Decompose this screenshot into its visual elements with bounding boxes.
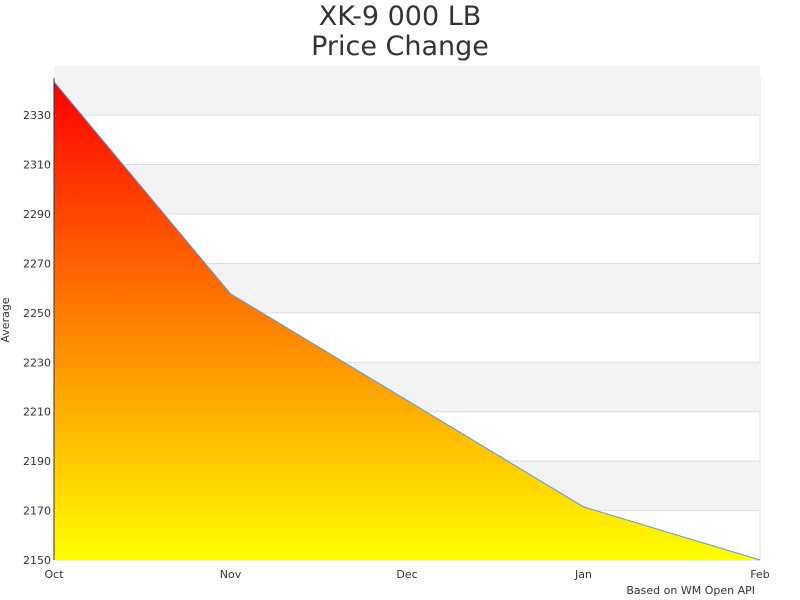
y-tick-label: 2170: [23, 505, 51, 518]
y-tick-label: 2270: [23, 257, 51, 270]
x-tick-label: Jan: [574, 568, 592, 581]
y-tick-label: 2150: [23, 554, 51, 567]
grid-band: [54, 164, 760, 214]
series-line: [53, 81, 761, 561]
x-tick-label: Nov: [220, 568, 242, 581]
x-tick-label: Oct: [44, 568, 64, 581]
y-tick-label: 2290: [23, 208, 51, 221]
y-tick-label: 2190: [23, 455, 51, 468]
y-tick-label: 2210: [23, 406, 51, 419]
credit-text: Based on WM Open API: [626, 584, 755, 597]
chart-title: XK-9 000 LB: [318, 1, 482, 32]
grid-band: [54, 65, 760, 116]
y-tick-label: 2310: [23, 159, 51, 172]
area-fill: [54, 81, 760, 560]
chart-subtitle: Price Change: [311, 31, 489, 62]
x-tick-label: Dec: [396, 568, 417, 581]
y-tick-label: 2250: [23, 307, 51, 320]
y-tick-label: 2330: [23, 109, 51, 122]
y-tick-label: 2230: [23, 356, 51, 369]
x-tick-label: Feb: [750, 568, 769, 581]
